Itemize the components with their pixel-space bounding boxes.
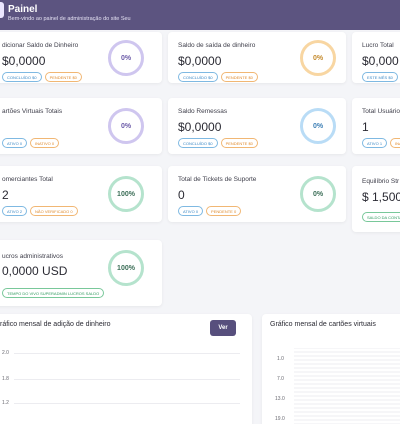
status-badge: ATIVO 2: [2, 206, 28, 216]
y-tick-label: 7.0: [277, 376, 284, 382]
progress-ring: 0%: [300, 40, 336, 76]
stat-label: Saldo Remessas: [178, 108, 228, 115]
stat-value: 2: [2, 188, 9, 202]
status-badge: ESTE MÊS $0: [362, 72, 398, 82]
status-badge: PENDENTE 0: [206, 206, 242, 216]
status-badge: ATIVO 0: [178, 206, 204, 216]
stat-value: $ 1,5000: [362, 190, 400, 204]
stat-value: $0,0000: [178, 120, 222, 134]
stat-value: 1: [362, 120, 369, 134]
status-badge: ATIVO 0: [2, 138, 28, 148]
progress-ring: 0%: [300, 176, 336, 212]
stat-card-money-out: Saldo de saída de dinheiro $0,0000 CONCL…: [168, 32, 346, 83]
stat-value: 0,0000 USD: [2, 264, 68, 278]
progress-ring: 0%: [108, 108, 144, 144]
y-tick-label: 1.8: [2, 376, 9, 382]
stat-card-merchants: omerciantes Total 2 ATIVO 2 NÃO VERIFICA…: [0, 166, 162, 222]
stat-label: Lucro Total: [362, 42, 394, 49]
status-badge: PENDENTE $0: [220, 138, 258, 148]
status-badge: PENDENTE $0: [220, 72, 258, 82]
progress-ring: 0%: [108, 40, 144, 76]
stat-label: Total Usuário: [362, 108, 400, 115]
stat-value: $0,000: [362, 54, 399, 68]
grid-line: [14, 403, 240, 404]
chart-title: ráfico mensal de adição de dinheiro: [0, 321, 111, 328]
status-badge: INATIVO 0: [30, 138, 60, 148]
chart-grid: [294, 348, 400, 424]
progress-ring: 0%: [300, 108, 336, 144]
stat-card-total-profit: Lucro Total $0,000 ESTE MÊS $0: [352, 32, 400, 83]
y-tick-label: 19.0: [275, 416, 285, 422]
chart-card-money: ráfico mensal de adição de dinheiro Ver …: [0, 314, 252, 424]
stat-label: artões Virtuais Totais: [2, 108, 63, 115]
stat-label: dicionar Saldo de Dinheiro: [2, 42, 79, 49]
status-badge: PENDENTE $0: [44, 72, 82, 82]
y-tick-label: 1.2: [2, 400, 9, 406]
y-tick-label: 2.0: [2, 350, 9, 356]
progress-ring: 100%: [108, 176, 144, 212]
status-badge: CONCLUÍDO $0: [178, 72, 218, 82]
stat-label: omerciantes Total: [2, 176, 53, 183]
view-button[interactable]: Ver: [210, 320, 236, 336]
stat-card-virtual-cards: artões Virtuais Totais ATIVO 0 INATIVO 0…: [0, 98, 162, 154]
stat-card-add-money: dicionar Saldo de Dinheiro $0,0000 CONCL…: [0, 32, 162, 83]
stat-card-total-users: Total Usuário 1 ATIVO 1 INAT: [352, 98, 400, 154]
stat-label: ucros administrativos: [2, 253, 64, 260]
status-badge: NÃO VERIFICADO 0: [30, 206, 78, 216]
stat-value: 0: [178, 188, 185, 202]
status-badge: TEMPO DO VIVO SUPERADMIN LUCROS SALDO: [2, 288, 105, 298]
stat-label: Total de Tickets de Suporte: [178, 176, 257, 183]
chart-card-virtual-cards: Gráfico mensal de cartões virtuais 1.0 7…: [262, 314, 400, 424]
status-badge: ATIVO 1: [362, 138, 388, 148]
page-title: Painel: [8, 4, 38, 15]
y-tick-label: 13.0: [275, 396, 285, 402]
stat-card-support-tickets: Total de Tickets de Suporte 0 ATIVO 0 PE…: [168, 166, 346, 222]
stat-card-admin-profits: ucros administrativos 0,0000 USD TEMPO D…: [0, 240, 162, 306]
stat-value: $0,0000: [2, 54, 46, 68]
dashboard-header: Painel Bem-vindo ao painel de administra…: [0, 0, 400, 30]
grid-line: [14, 353, 240, 354]
page-subtitle: Bem-vindo ao painel de administração do …: [8, 16, 131, 22]
progress-ring: 100%: [108, 250, 144, 286]
status-badge: CONCLUÍDO $0: [178, 138, 218, 148]
y-tick-label: 1.0: [277, 356, 284, 362]
status-badge: INAT: [390, 138, 400, 148]
stat-card-stripe-balance: Equilíbrio Str $ 1,5000 SALDO DA CONTA: [352, 166, 400, 232]
grid-line: [14, 379, 240, 380]
stat-label: Equilíbrio Str: [362, 178, 400, 185]
status-badge: SALDO DA CONTA: [362, 212, 400, 222]
stat-label: Saldo de saída de dinheiro: [178, 42, 256, 49]
stat-card-remittances: Saldo Remessas $0,0000 CONCLUÍDO $0 PEND…: [168, 98, 346, 154]
status-badge: CONCLUÍDO $0: [2, 72, 42, 82]
stat-value: $0,0000: [178, 54, 222, 68]
chart-title: Gráfico mensal de cartões virtuais: [270, 321, 376, 328]
header-accent: [0, 2, 4, 18]
